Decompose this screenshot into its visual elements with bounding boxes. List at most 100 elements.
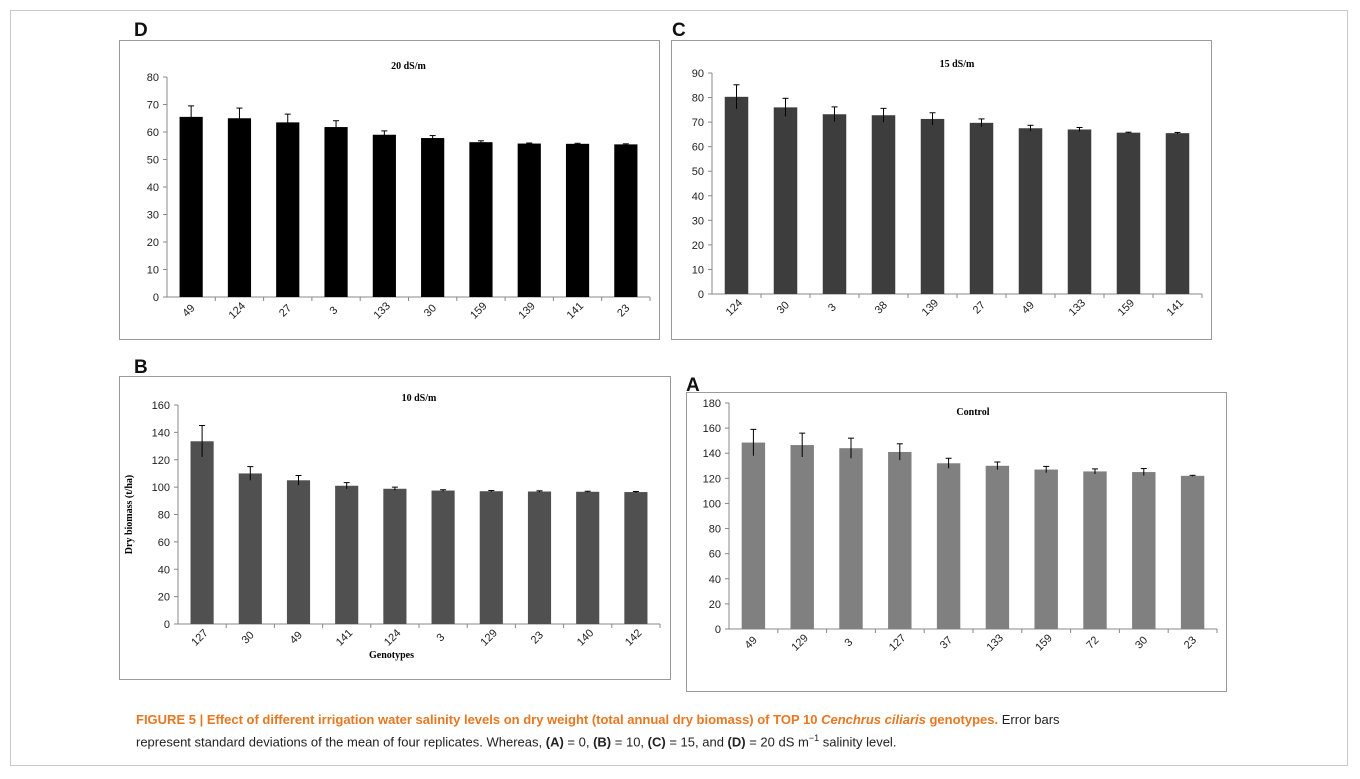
caption-eq-d: = 20 dS m bbox=[749, 734, 809, 750]
chart-title: 10 dS/m bbox=[402, 393, 437, 404]
bar-139 bbox=[517, 143, 541, 297]
x-tick-label: 38 bbox=[873, 299, 890, 316]
y-tick-label: 80 bbox=[709, 524, 721, 536]
y-tick-label: 0 bbox=[715, 624, 721, 636]
bar-133 bbox=[985, 465, 1010, 629]
y-tick-label: 50 bbox=[147, 155, 159, 167]
x-tick-label: 159 bbox=[468, 300, 489, 321]
bar-30 bbox=[1132, 472, 1156, 629]
y-tick-label: 100 bbox=[152, 482, 170, 494]
bar-37 bbox=[936, 463, 961, 629]
chart-panel-b: 10 dS/m 0 20 40 60 80 100 120 140 160 127 30 49 141 12… bbox=[119, 376, 671, 680]
x-tick-label: 129 bbox=[478, 627, 499, 648]
y-tick-label: 120 bbox=[152, 455, 170, 467]
caption-species-text: Cenchrus ciliaris bbox=[821, 712, 926, 727]
y-tick-label: 140 bbox=[152, 427, 170, 439]
bar-159 bbox=[1116, 132, 1141, 294]
y-tick-label: 20 bbox=[692, 240, 704, 252]
chart-svg-c: 15 dS/m 0 10 20 30 40 50 60 70 80 90 124 30 3 38 139 27 4… bbox=[692, 59, 1203, 319]
x-tick-label: 3 bbox=[328, 304, 341, 317]
caption-line2: represent standard deviations of the mea… bbox=[136, 734, 543, 750]
caption-title: FIGURE 5 | Effect of different irrigatio… bbox=[136, 712, 818, 727]
chart-svg-b: 10 dS/m 0 20 40 60 80 100 120 140 160 127 30 49 141 12… bbox=[124, 393, 661, 649]
bar-141 bbox=[1165, 133, 1190, 294]
bar-38 bbox=[871, 115, 896, 294]
chart-title: Control bbox=[956, 407, 989, 418]
panel-letter-a: A bbox=[686, 375, 700, 396]
chart-panel-d: 20 dS/m 0 10 20 30 40 50 60 70 80 49 124 27 3 133 30 159… bbox=[119, 40, 660, 340]
y-tick-label: 70 bbox=[692, 117, 704, 129]
x-tick-label: 27 bbox=[277, 302, 294, 319]
bar-139 bbox=[920, 118, 945, 295]
bar-30 bbox=[238, 473, 262, 624]
figure-frame bbox=[10, 10, 1348, 766]
bar-159 bbox=[469, 142, 493, 297]
caption-tail: salinity level. bbox=[822, 734, 897, 750]
x-tick-label: 3 bbox=[435, 631, 448, 644]
bar-27 bbox=[969, 122, 994, 294]
x-tick-label: 139 bbox=[516, 300, 537, 321]
panel-letter-b: B bbox=[134, 357, 148, 378]
bar-133 bbox=[372, 134, 396, 297]
y-tick-label: 10 bbox=[692, 264, 704, 276]
y-tick-label: 140 bbox=[703, 448, 721, 460]
x-tick-label: 23 bbox=[1182, 634, 1199, 651]
x-tick-label: 129 bbox=[789, 632, 810, 653]
x-axis-title-genotypes: Genotypes bbox=[369, 650, 414, 661]
bar-133 bbox=[1067, 129, 1092, 294]
x-tick-label: 141 bbox=[565, 300, 586, 321]
chart-svg-a: Control 0 20 40 60 80 100 120 140 160 180 49 129 3 127… bbox=[703, 398, 1218, 654]
caption-label-b: (B) bbox=[593, 734, 612, 750]
bar-159 bbox=[1034, 469, 1058, 629]
y-tick-label: 90 bbox=[692, 68, 704, 80]
y-tick-label: 100 bbox=[703, 498, 721, 510]
bar-127 bbox=[888, 451, 912, 629]
x-tick-label: 3 bbox=[826, 301, 839, 314]
x-tick-label: 127 bbox=[189, 627, 210, 648]
figure-caption: FIGURE 5 | Effect of different irrigatio… bbox=[136, 710, 1336, 751]
y-tick-label: 80 bbox=[158, 510, 170, 522]
caption-title-end: genotypes. bbox=[929, 712, 999, 727]
y-tick-label: 60 bbox=[158, 537, 170, 549]
y-tick-label: 30 bbox=[147, 210, 159, 222]
caption-label-c: (C) bbox=[647, 734, 666, 750]
x-tick-label: 49 bbox=[288, 629, 305, 646]
y-tick-label: 80 bbox=[147, 72, 159, 84]
x-tick-label: 72 bbox=[1084, 634, 1101, 651]
bar-3 bbox=[324, 127, 348, 297]
caption-species: Cenchrus ciliaris bbox=[821, 712, 926, 727]
y-tick-label: 60 bbox=[692, 142, 704, 154]
bar-27 bbox=[276, 122, 300, 297]
bar-124 bbox=[383, 488, 407, 624]
chart-title: 20 dS/m bbox=[391, 61, 426, 72]
caption-superscript: −1 bbox=[808, 733, 820, 743]
x-tick-label: 139 bbox=[920, 297, 941, 318]
caption-eq-a: = 0, bbox=[567, 734, 590, 750]
y-tick-label: 70 bbox=[147, 100, 159, 112]
x-tick-label: 30 bbox=[1133, 634, 1150, 651]
bar-3 bbox=[822, 114, 847, 295]
x-tick-label: 159 bbox=[1116, 297, 1137, 318]
x-tick-label: 142 bbox=[623, 627, 644, 648]
y-tick-label: 40 bbox=[147, 182, 159, 194]
x-tick-label: 37 bbox=[938, 634, 955, 651]
y-tick-label: 60 bbox=[147, 127, 159, 139]
x-tick-label: 23 bbox=[615, 302, 632, 319]
bar-30 bbox=[421, 138, 445, 297]
x-tick-label: 30 bbox=[775, 299, 792, 316]
bar-30 bbox=[773, 107, 798, 294]
bar-23 bbox=[1180, 475, 1205, 629]
x-tick-label: 140 bbox=[575, 627, 596, 648]
x-tick-label: 127 bbox=[887, 632, 908, 653]
bar-3 bbox=[839, 448, 863, 629]
bar-140 bbox=[576, 491, 600, 624]
x-tick-label: 49 bbox=[743, 634, 760, 651]
x-tick-label: 124 bbox=[227, 300, 248, 321]
x-tick-label: 133 bbox=[985, 632, 1006, 653]
caption-label-a: (A) bbox=[545, 734, 564, 750]
x-tick-label: 30 bbox=[422, 302, 439, 319]
bar-49 bbox=[741, 442, 766, 629]
chart-title: 15 dS/m bbox=[940, 59, 975, 70]
panel-letter-c: C bbox=[672, 20, 686, 41]
y-tick-label: 160 bbox=[703, 423, 721, 435]
